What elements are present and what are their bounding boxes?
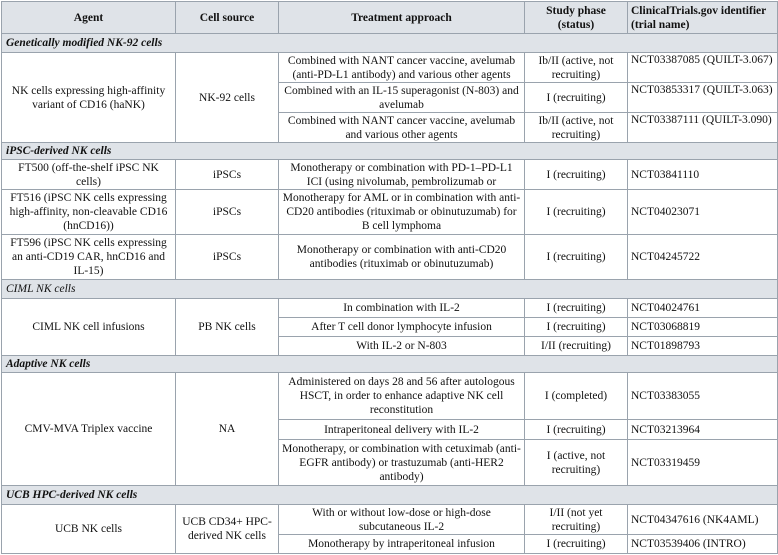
phase-cell: I (recruiting) <box>524 189 628 235</box>
table-row: Monotherapy, or combination with cetuxim… <box>2 439 778 486</box>
identifier-cell: NCT03319459 <box>627 439 778 486</box>
table-row: FT500 (off-the-shelf iPSC NK cells) iPSC… <box>1 159 778 190</box>
agent-cell: FT500 (off-the-shelf iPSC NK cells) <box>18 161 159 188</box>
table-row: CMV-MVA Triplex vaccine NA Administered … <box>1 372 778 486</box>
phase-cell: I (active, not recruiting) <box>546 449 606 476</box>
cell-source-cell: NK-92 cells <box>175 52 279 143</box>
phase-cell: I (recruiting) <box>524 234 628 280</box>
section-title: iPSC-derived NK cells <box>1 142 778 160</box>
treatment-cell: Monotherapy or combination with anti-CD2… <box>296 244 507 270</box>
identifier-cell: NCT03841110 <box>627 159 778 190</box>
identifier-cell: NCT03068819 <box>627 317 778 337</box>
identifier-cell: NCT03853317 (QUILT-3.063) <box>631 84 773 96</box>
cell-source-cell: iPSCs <box>175 234 279 280</box>
phase-cell: I (recruiting) <box>524 298 628 318</box>
cell-source-cell: PB NK cells <box>175 298 279 356</box>
treatment-cell: Monotherapy, or combination with cetuxim… <box>282 442 521 483</box>
treatment-cell: Intraperitoneal delivery with IL-2 <box>278 419 525 440</box>
identifier-cell: NCT04245722 <box>627 234 778 280</box>
cell-source-cell: UCB CD34+ HPC-derived NK cells <box>175 504 279 554</box>
agent-cell: FT596 (iPSC NK cells expressing an anti-… <box>10 237 167 277</box>
header-phase: Study phase (status) <box>524 1 628 34</box>
table-row: FT516 (iPSC NK cells expressing high-aff… <box>1 189 778 235</box>
section-title: Adaptive NK cells <box>1 355 778 373</box>
treatment-cell: With IL-2 or N-803 <box>278 336 525 356</box>
phase-cell: I (recruiting) <box>524 317 628 337</box>
table-header-row: Agent Cell source Treatment approach Stu… <box>1 1 778 34</box>
agent-cell: NK cells expressing high-affinity varian… <box>1 52 176 143</box>
phase-cell: Ib/II (active, not recruiting) <box>538 114 614 141</box>
section-row-ciml: CIML NK cells <box>1 279 778 299</box>
agent-cell: FT516 (iPSC NK cells expressing high-aff… <box>9 192 168 232</box>
table-row: After T cell donor lymphocyte infusion I… <box>2 317 778 337</box>
treatment-cell: Combined with NANT cancer vaccine, avelu… <box>287 114 516 141</box>
agent-cell: CIML NK cell infusions <box>1 298 176 356</box>
section-title: UCB HPC-derived NK cells <box>1 485 778 505</box>
phase-cell: I (recruiting) <box>524 419 628 440</box>
treatment-cell: After T cell donor lymphocyte infusion <box>278 317 525 337</box>
phase-cell: I/II (recruiting) <box>524 336 628 356</box>
identifier-cell: NCT03213964 <box>627 419 778 440</box>
header-cell-source: Cell source <box>175 1 279 34</box>
section-title: CIML NK cells <box>1 279 778 299</box>
table-row: CIML NK cell infusions PB NK cells In co… <box>1 298 778 356</box>
phase-cell: I (recruiting) <box>524 534 628 554</box>
cell-source-cell: NA <box>175 372 279 486</box>
header-treatment: Treatment approach <box>278 1 525 34</box>
table-row: FT596 (iPSC NK cells expressing an anti-… <box>1 234 778 280</box>
identifier-cell: NCT04024761 <box>627 298 778 318</box>
agent-cell: CMV-MVA Triplex vaccine <box>1 372 176 486</box>
cell-source-cell: iPSCs <box>175 159 279 190</box>
phase-cell: I (recruiting) <box>524 159 628 190</box>
table-row: Combined with an IL-15 superagonist (N-8… <box>2 82 778 113</box>
treatment-cell: Monotherapy for AML or in combination wi… <box>282 192 521 232</box>
treatment-cell: Combined with an IL-15 superagonist (N-8… <box>284 84 519 111</box>
section-row-ucb: UCB HPC-derived NK cells <box>1 485 778 505</box>
phase-cell: I (completed) <box>524 372 628 420</box>
header-identifier: ClinicalTrials.gov identifier (trial nam… <box>627 1 778 34</box>
phase-cell: Ib/II (active, not recruiting) <box>538 54 614 81</box>
phase-cell: I (recruiting) <box>524 82 628 113</box>
identifier-cell: NCT03539406 (INTRO) <box>627 534 778 554</box>
identifier-cell: NCT03387111 (QUILT-3.090) <box>631 114 772 126</box>
table-row: Combined with NANT cancer vaccine, avelu… <box>2 112 778 143</box>
cell-source-cell: iPSCs <box>175 189 279 235</box>
table-row: NK cells expressing high-affinity varian… <box>1 52 778 143</box>
table-row: With IL-2 or N-803 I/II (recruiting) NCT… <box>2 336 778 356</box>
treatment-cell: Administered on days 28 and 56 after aut… <box>288 376 515 416</box>
section-row-adaptive: Adaptive NK cells <box>1 355 778 373</box>
phase-cell: I/II (not yet recruiting) <box>549 506 603 533</box>
treatment-cell: Monotherapy by intraperitoneal infusion <box>278 534 525 554</box>
table-row: UCB NK cells UCB CD34+ HPC-derived NK ce… <box>1 504 778 554</box>
identifier-cell: NCT04023071 <box>627 189 778 235</box>
identifier-cell: NCT01898793 <box>627 336 778 356</box>
treatment-cell: Combined with NANT cancer vaccine, avelu… <box>287 54 516 81</box>
section-row-ipsc: iPSC-derived NK cells <box>1 142 778 160</box>
section-title: Genetically modified NK-92 cells <box>1 33 778 53</box>
section-row-nk92: Genetically modified NK-92 cells <box>1 33 778 53</box>
identifier-cell: NCT03383055 <box>627 372 778 420</box>
identifier-cell: NCT03387085 (QUILT-3.067) <box>631 54 773 66</box>
header-agent: Agent <box>1 1 176 34</box>
treatment-cell: With or without low-dose or high-dose su… <box>312 506 491 533</box>
treatment-cell: Monotherapy or combination with PD-1–PD-… <box>290 161 513 188</box>
agent-cell: UCB NK cells <box>1 504 176 554</box>
table-row: Monotherapy by intraperitoneal infusion … <box>2 534 778 554</box>
treatment-cell: In combination with IL-2 <box>278 298 525 318</box>
identifier-cell: NCT04347616 (NK4AML) <box>627 504 778 535</box>
